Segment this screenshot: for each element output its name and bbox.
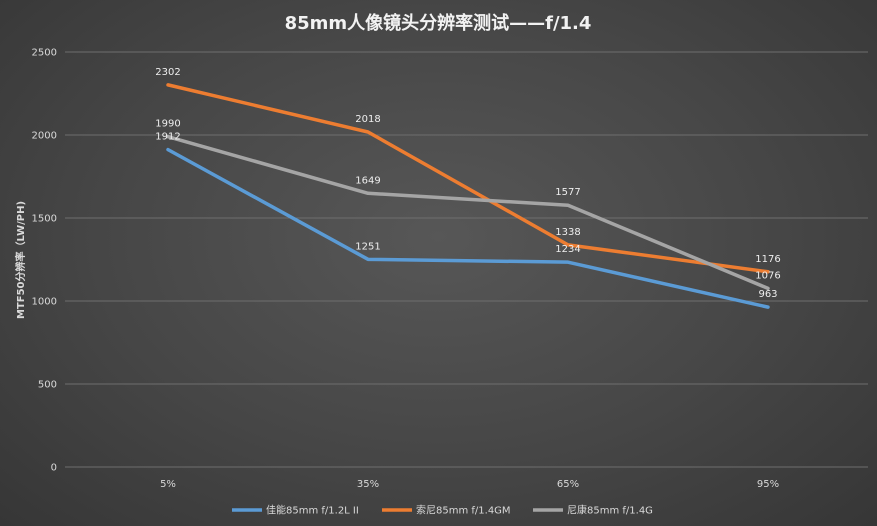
- legend: 佳能85mm f/1.2L II 索尼85mm f/1.4GM 尼康85mm f/1…: [232, 504, 653, 517]
- x-tick-label: 5%: [160, 479, 176, 490]
- x-axis-ticks: 5% 35% 65% 95%: [160, 479, 779, 490]
- data-label: 1577: [555, 187, 580, 198]
- data-label: 2018: [355, 114, 380, 125]
- data-label: 1076: [755, 270, 780, 281]
- data-label: 1912: [155, 132, 180, 143]
- series-line-0: [166, 147, 770, 309]
- x-tick-label: 35%: [357, 479, 379, 490]
- chart-title: 85mm人像镜头分辨率测试——f/1.4: [285, 12, 592, 34]
- data-label: 1990: [155, 119, 180, 130]
- data-label: 1234: [555, 244, 580, 255]
- legend-label: 佳能85mm f/1.2L II: [266, 504, 359, 517]
- y-axis-ticks: 0 500 1000 1500 2000 2500: [32, 48, 57, 474]
- y-tick-label: 500: [38, 380, 57, 391]
- data-label: 963: [758, 289, 777, 300]
- legend-label: 尼康85mm f/1.4G: [567, 504, 653, 517]
- data-label: 1338: [555, 227, 580, 238]
- data-labels: 1912 1251 1234 963 2302 2018 1338 1176 1990 1649 1…: [155, 67, 780, 300]
- data-label: 2302: [155, 67, 180, 78]
- x-tick-label: 95%: [757, 479, 779, 490]
- y-tick-label: 2000: [32, 131, 57, 142]
- y-tick-label: 1500: [32, 214, 57, 225]
- y-tick-label: 0: [51, 463, 57, 474]
- series-line-2: [166, 134, 770, 291]
- y-tick-label: 2500: [32, 48, 57, 59]
- data-label: 1649: [355, 175, 380, 186]
- y-axis-title: MTF50分辨率（LW/PH): [14, 201, 27, 319]
- series-line-1: [166, 83, 770, 274]
- gridlines: [65, 51, 868, 468]
- data-label: 1251: [355, 241, 380, 252]
- y-tick-label: 1000: [32, 297, 57, 308]
- x-tick-label: 65%: [557, 479, 579, 490]
- series-lines: [166, 83, 770, 309]
- legend-label: 索尼85mm f/1.4GM: [416, 504, 511, 517]
- data-label: 1176: [755, 254, 780, 265]
